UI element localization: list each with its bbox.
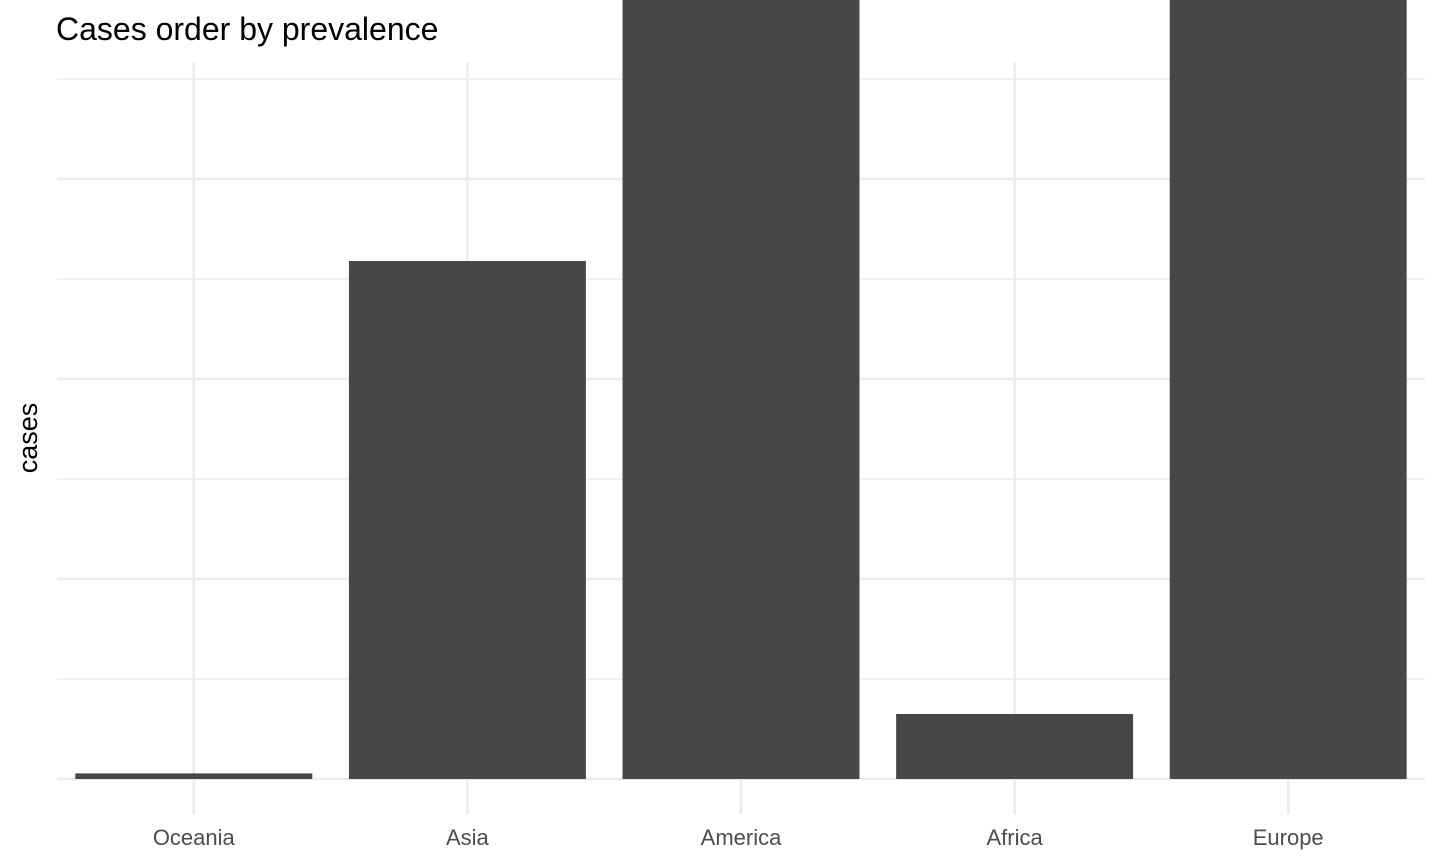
bar-america (622, 0, 860, 779)
bar-asia (348, 261, 586, 779)
x-tick-label: Asia (446, 825, 490, 850)
x-tick-labels: Oceania Asia America Africa Europe (153, 825, 1324, 850)
bars-layer (75, 0, 1407, 779)
bar-europe (1169, 0, 1407, 779)
x-tick-label: America (701, 825, 782, 850)
chart-title: Cases order by prevalence (56, 11, 438, 47)
x-tick-label: Europe (1253, 825, 1324, 850)
x-tick-label: Africa (986, 825, 1043, 850)
bar-africa (896, 714, 1134, 779)
bar-oceania (75, 773, 313, 779)
x-tick-label: Oceania (153, 825, 236, 850)
y-axis-label: cases (13, 403, 43, 474)
